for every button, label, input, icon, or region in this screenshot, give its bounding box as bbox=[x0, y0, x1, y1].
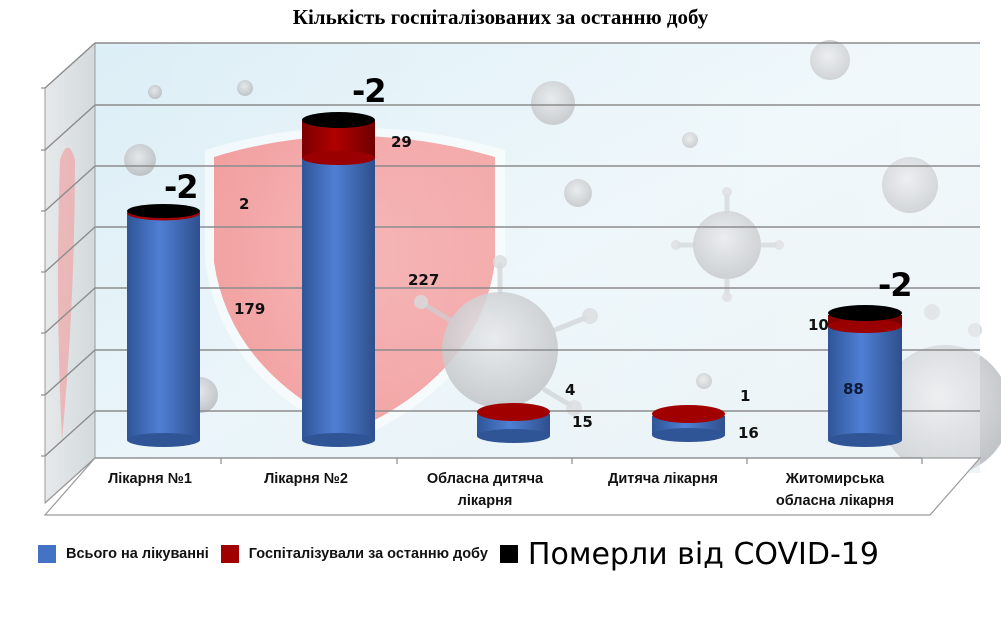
bar-likarnia-2 bbox=[302, 112, 375, 447]
category-label: Лікарня №1 bbox=[108, 471, 192, 487]
category-label: Обласна дитяча лікарня bbox=[410, 468, 560, 512]
chart-title: Кількість госпіталізованих за останню до… bbox=[292, 5, 709, 29]
data-label-died: -2 bbox=[878, 266, 913, 304]
chart-legend: Всього на лікуванні Госпіталізували за о… bbox=[38, 536, 891, 572]
category-ticks bbox=[95, 457, 923, 464]
bar-zhytomyrska-oblasna bbox=[828, 305, 902, 447]
category-label-line: Обласна дитяча bbox=[426, 471, 544, 487]
legend-swatch-blue-icon bbox=[38, 545, 56, 563]
category-label-line: обласна лікарня bbox=[775, 493, 895, 509]
legend-label: Госпіталізували за останню добу bbox=[248, 546, 488, 562]
legend-item-hospitalized: Госпіталізували за останню добу bbox=[220, 545, 488, 563]
data-label-hospitalized: 29 bbox=[391, 133, 412, 151]
legend-label: Померли від COVID-19 bbox=[527, 536, 879, 572]
legend-item-total: Всього на лікуванні bbox=[38, 545, 209, 563]
category-label-line: лікарня bbox=[457, 493, 513, 509]
data-label-total: 15 bbox=[572, 413, 593, 431]
data-label-hospitalized: 2 bbox=[239, 195, 250, 213]
data-label-hospitalized: 4 bbox=[565, 381, 576, 399]
legend-item-died: Померли від COVID-19 bbox=[499, 536, 879, 572]
data-label-died: -2 bbox=[164, 168, 199, 206]
legend-swatch-black-icon bbox=[499, 545, 518, 563]
side-axis-ticks bbox=[41, 87, 45, 457]
category-label: Дитяча лікарня bbox=[608, 471, 718, 487]
data-label-died: -2 bbox=[352, 72, 387, 110]
legend-label: Всього на лікуванні bbox=[66, 546, 209, 562]
category-label: Житомирська обласна лікарня bbox=[760, 468, 910, 512]
bar-dytiacha bbox=[652, 405, 725, 442]
data-label-hospitalized: 1 bbox=[740, 387, 751, 405]
data-label-total: 16 bbox=[738, 424, 759, 442]
data-label-hospitalized: 10 bbox=[808, 316, 829, 334]
data-label-total: 227 bbox=[408, 271, 440, 289]
bar-oblasna-dytiacha bbox=[477, 403, 550, 443]
data-label-total: 179 bbox=[234, 300, 266, 318]
category-label: Лікарня №2 bbox=[264, 471, 348, 487]
bar-likarnia-1 bbox=[127, 204, 200, 447]
category-label-line: Житомирська bbox=[785, 471, 885, 487]
legend-swatch-red-icon bbox=[220, 545, 239, 563]
data-label-total: 88 bbox=[843, 380, 864, 398]
